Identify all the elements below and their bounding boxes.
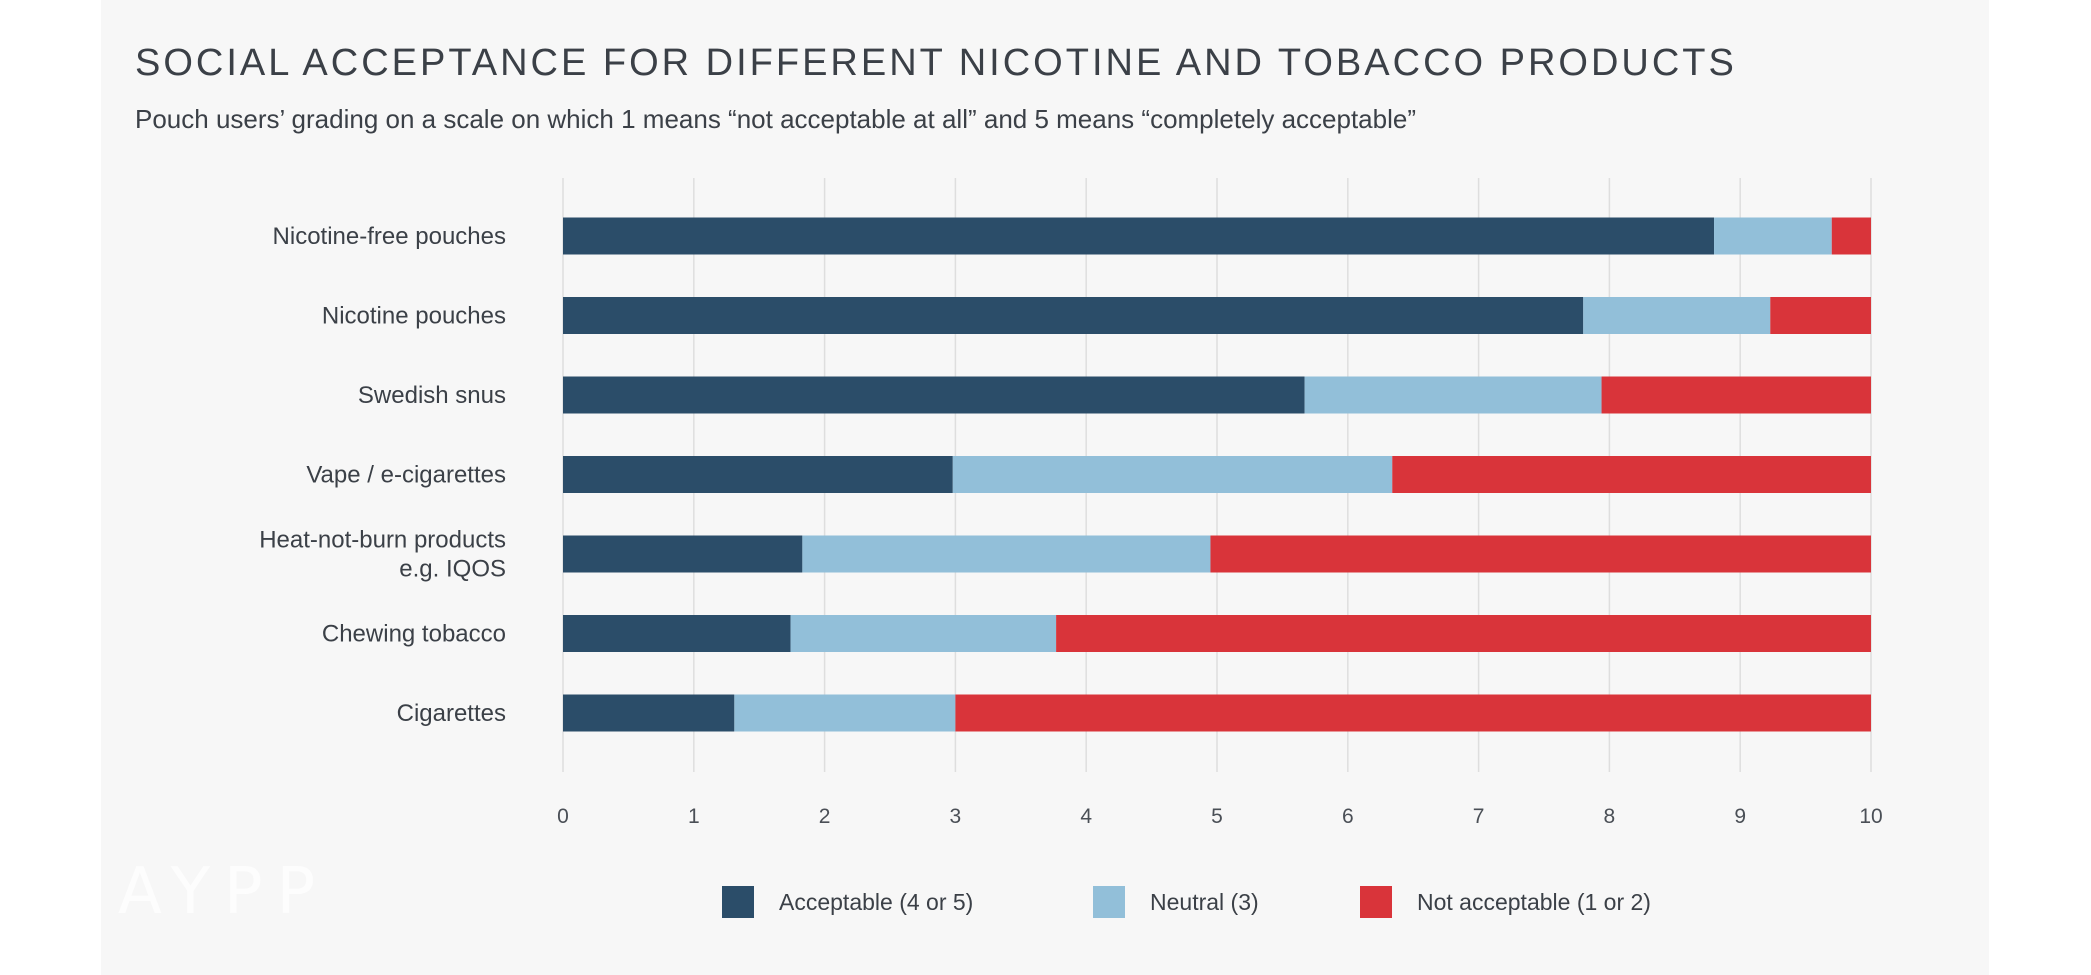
bar-segment <box>955 694 1871 732</box>
category-labels: Nicotine-free pouches Nicotine pouches Swe… <box>259 223 506 727</box>
chart-title: SOCIAL ACCEPTANCE FOR DIFFERENT NICOTINE… <box>135 42 1737 84</box>
bar-segment <box>563 456 953 493</box>
x-tick-label: 7 <box>1473 805 1485 828</box>
x-tick-label: 2 <box>819 805 831 828</box>
x-tick-label: 4 <box>1080 805 1092 828</box>
category-label: Nicotine-free pouches <box>273 223 506 250</box>
legend-swatch <box>1093 886 1125 918</box>
legend-label: Acceptable (4 or 5) <box>779 889 973 915</box>
x-tick-label: 3 <box>950 805 962 828</box>
watermark-logo: AYPP <box>118 855 330 929</box>
bar-segment <box>1056 615 1871 652</box>
x-tick-label: 6 <box>1342 805 1354 828</box>
x-tick-label: 10 <box>1859 805 1882 828</box>
category-label: Swedish snus <box>358 382 506 409</box>
legend-label: Neutral (3) <box>1150 889 1259 915</box>
x-tick-label: 9 <box>1734 805 1746 828</box>
bar-segment <box>1210 535 1871 573</box>
legend: Acceptable (4 or 5) Neutral (3) Not accept… <box>722 886 1651 918</box>
bar-segment <box>1831 217 1871 255</box>
bars <box>563 217 1871 732</box>
category-label: Chewing tobacco <box>322 621 506 648</box>
bar-segment <box>802 535 1211 573</box>
x-tick-label: 0 <box>557 805 569 828</box>
x-tick-label: 1 <box>688 805 700 828</box>
category-label: Heat-not-burn products e.g. IQOS <box>259 527 506 583</box>
x-tick-label: 8 <box>1604 805 1616 828</box>
category-label: Cigarettes <box>397 700 506 727</box>
legend-label: Not acceptable (1 or 2) <box>1417 889 1651 915</box>
bar-segment <box>1392 456 1871 493</box>
bar-segment <box>563 694 735 732</box>
bar-segment <box>563 535 803 573</box>
bar-segment <box>563 217 1715 255</box>
bar-segment <box>1304 376 1602 414</box>
category-label: Vape / e-cigarettes <box>306 462 506 489</box>
bar-segment <box>790 615 1057 652</box>
x-tick-label: 5 <box>1211 805 1223 828</box>
bar-segment <box>734 694 956 732</box>
bar-segment <box>563 376 1305 414</box>
x-axis-ticks: 0 1 2 3 4 5 6 7 8 9 10 <box>557 805 1883 828</box>
chart-subtitle: Pouch users’ grading on a scale on which… <box>135 104 1416 134</box>
bar-segment <box>1714 217 1832 255</box>
bar-segment <box>563 297 1584 334</box>
legend-swatch <box>722 886 754 918</box>
bar-segment <box>1601 376 1871 414</box>
bar-segment <box>1770 297 1871 334</box>
category-label: Nicotine pouches <box>322 303 506 330</box>
legend-swatch <box>1360 886 1392 918</box>
bar-segment <box>1583 297 1771 334</box>
bar-segment <box>952 456 1393 493</box>
bar-segment <box>563 615 791 652</box>
